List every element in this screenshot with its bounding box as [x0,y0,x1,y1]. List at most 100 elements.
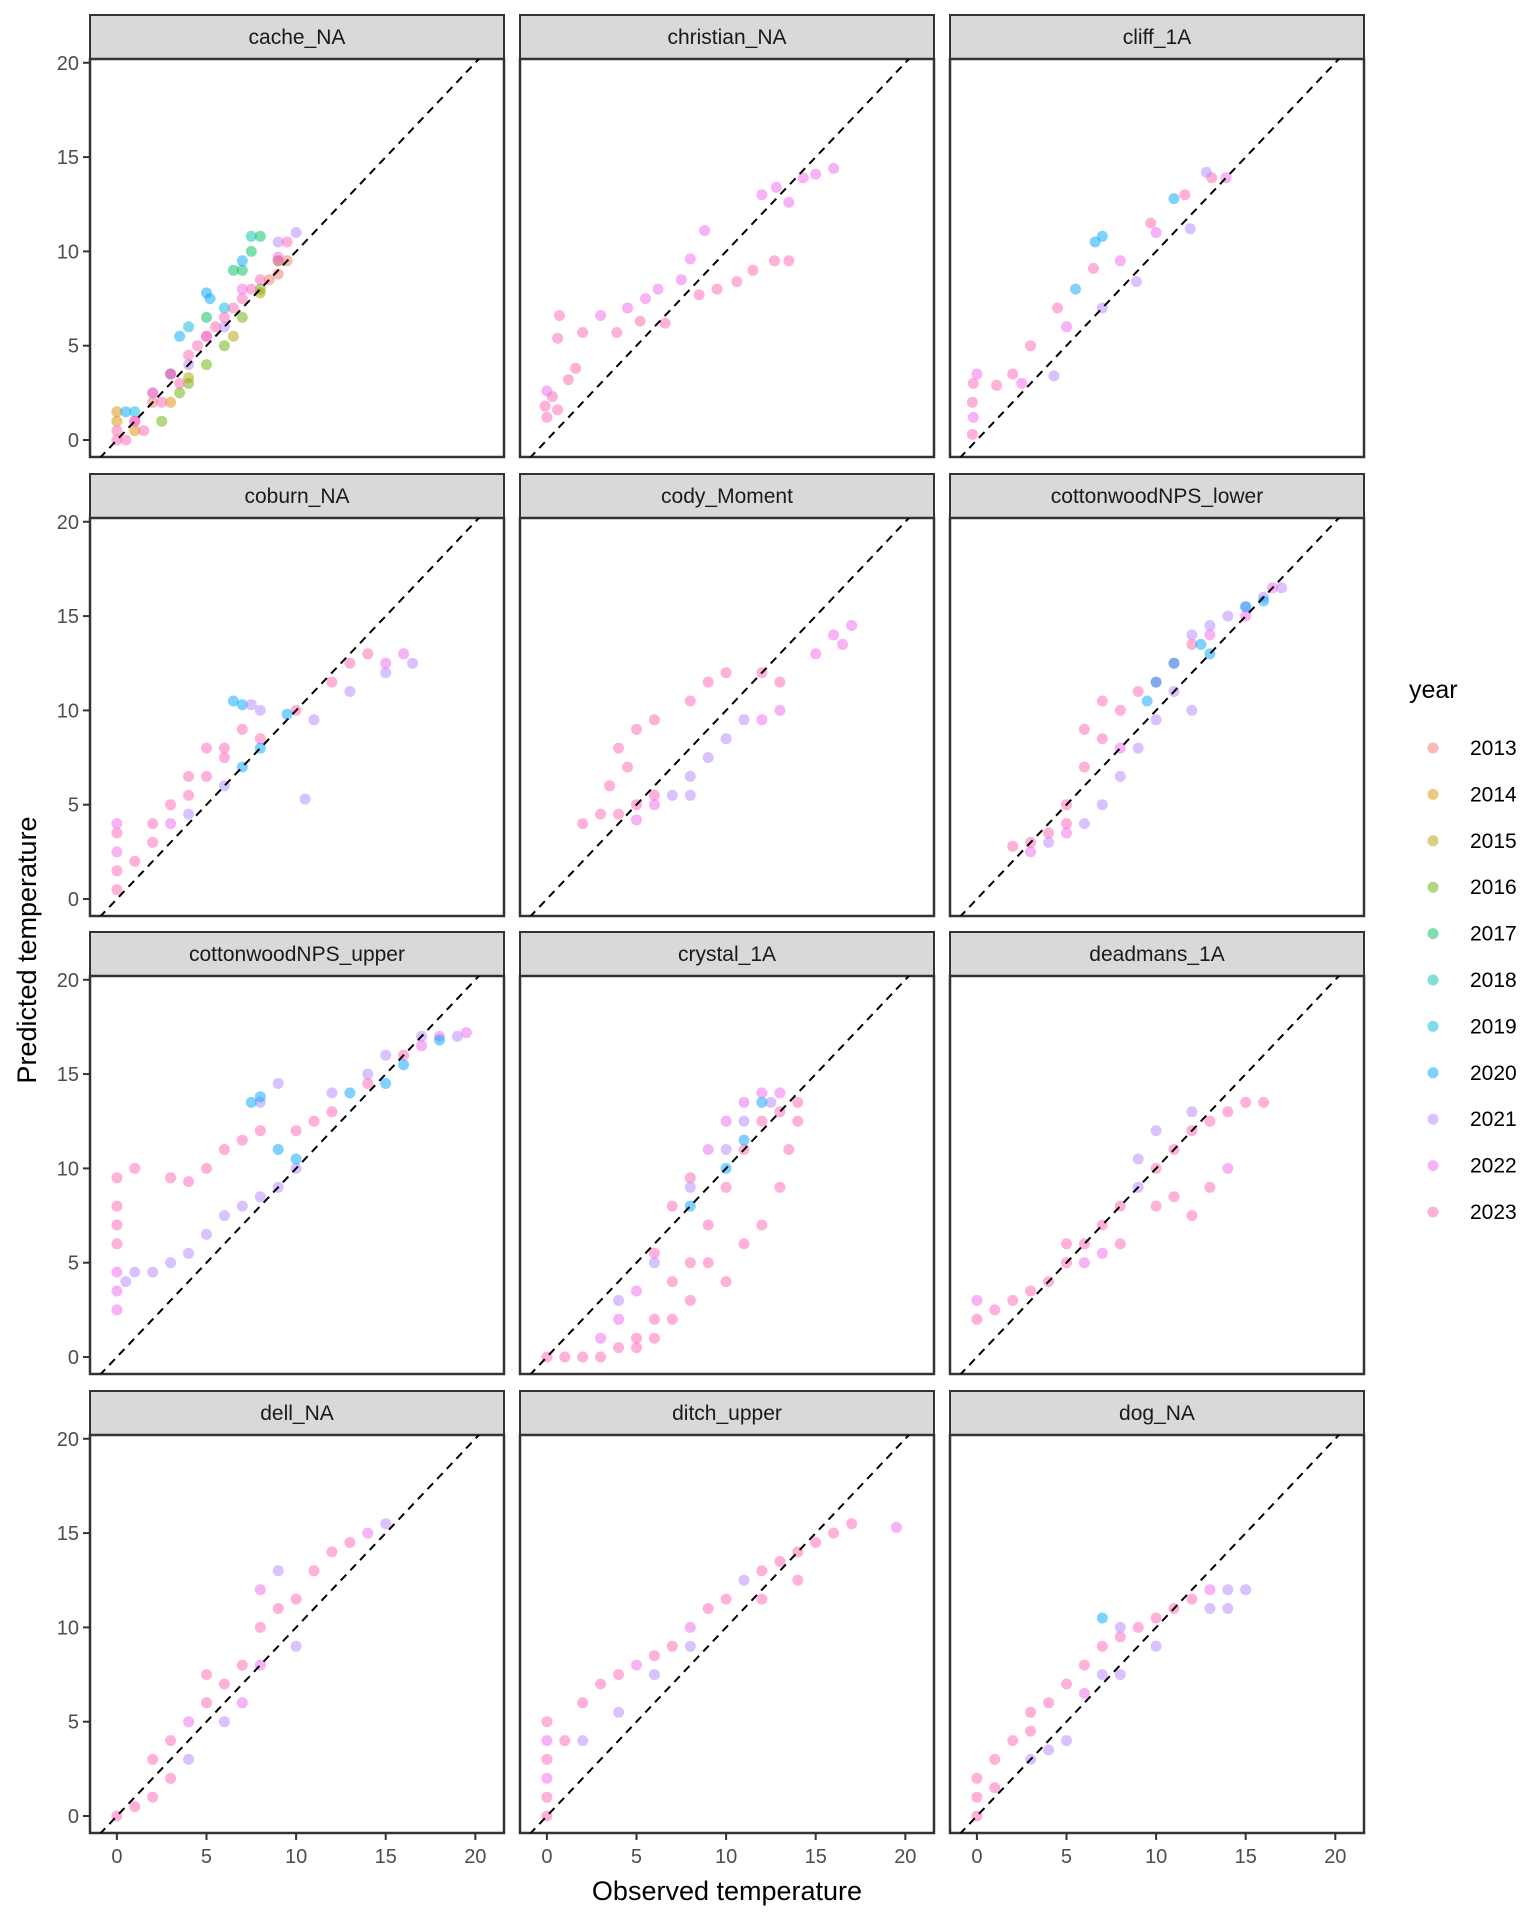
data-point-2022 [846,620,858,631]
data-point-2021 [1132,742,1144,754]
data-point-2023 [666,1313,678,1325]
legend-item-2020: 2020 [1427,1062,1517,1085]
facet-cottonwoodNPS_lower: cottonwoodNPS_lower [948,473,1366,918]
data-point-2023 [666,1200,678,1212]
data-point-2023 [1078,1659,1090,1671]
y-tick-label: 15 [57,1523,79,1545]
data-point-2023 [971,1772,983,1784]
data-point-2023 [828,1527,840,1539]
data-point-2021 [666,789,678,801]
data-point-2022 [631,1285,642,1297]
data-point-2016 [201,359,212,371]
data-point-2022 [362,1527,374,1539]
panel-background [518,516,936,918]
data-point-2022 [1061,321,1072,333]
data-point-2023 [1258,1096,1270,1108]
data-point-2023 [326,1546,338,1558]
data-point-2017 [227,264,239,276]
data-point-2021 [1114,1621,1126,1633]
data-point-2021 [1204,620,1216,631]
data-point-2023 [613,808,625,820]
facet-strip [89,1390,505,1436]
x-tick-label: 10 [715,1846,737,1868]
data-point-2023 [326,1106,338,1118]
data-point-2023 [702,1603,714,1614]
data-point-2022 [1025,846,1037,858]
data-point-2021 [407,657,419,669]
data-point-2023 [769,255,780,267]
data-point-2021 [308,714,320,726]
data-point-2021 [1186,1106,1198,1118]
panel-background [88,516,506,918]
legend-item-2013: 2013 [1427,737,1517,760]
data-point-2023 [756,1115,768,1127]
data-point-2022 [595,1332,607,1344]
data-point-2021 [613,1706,625,1718]
y-tick-label: 10 [57,1617,79,1639]
data-point-2023 [613,742,625,754]
legend-item-2016: 2016 [1427,876,1517,899]
facet-title: cache_NA [249,26,346,49]
data-point-2023 [201,1697,212,1709]
data-point-2021 [720,1144,732,1155]
data-point-2022 [810,648,822,660]
data-point-2022 [837,638,849,650]
data-point-2023 [595,808,607,820]
legend-label: 2013 [1470,737,1517,760]
data-point-2021 [1184,223,1196,235]
data-point-2021 [326,1087,338,1099]
legend-item-2019: 2019 [1427,1015,1517,1038]
facet-strip [949,931,1365,977]
data-point-2023 [783,255,795,267]
data-point-2023 [622,761,633,773]
data-point-2021 [684,1640,696,1652]
data-point-2023 [201,330,212,342]
facet-cody_Moment: cody_Moment [518,473,936,918]
x-tick-label: 15 [1235,1846,1257,1868]
data-point-2020 [1096,230,1108,242]
facet-strip [519,1390,935,1436]
data-point-2018 [245,230,257,242]
data-point-2022 [460,1027,472,1039]
data-point-2023 [326,676,338,688]
data-point-2023 [129,1162,141,1174]
data-point-2023 [1025,1725,1037,1737]
data-point-2023 [648,1650,660,1662]
data-point-2023 [966,428,978,440]
data-point-2020 [1168,193,1180,205]
data-point-2021 [218,1210,230,1222]
data-point-2020 [738,1134,750,1146]
data-point-2019 [218,302,230,314]
data-point-2023 [631,723,642,735]
panel-background [88,57,506,459]
data-point-2021 [684,1181,696,1193]
legend-item-2018: 2018 [1427,969,1517,992]
data-point-2021 [1222,1603,1234,1614]
data-point-2023 [1204,1181,1216,1193]
data-point-2023 [971,1313,983,1325]
data-point-2021 [1114,770,1126,782]
data-point-2021 [1204,1603,1216,1614]
data-point-2014 [129,425,141,437]
facet-christian_NA: christian_NA [518,14,936,459]
y-tick-label: 5 [68,795,79,817]
data-point-2023 [792,1096,804,1108]
data-point-2023 [165,1735,177,1747]
y-tick-label: 10 [57,241,79,263]
data-point-2013 [272,268,284,280]
data-point-2023 [281,236,293,248]
legend-item-2023: 2023 [1427,1201,1517,1224]
data-point-2022 [756,189,768,201]
x-tick-label: 5 [201,1846,212,1868]
data-point-2023 [559,1351,571,1363]
data-point-2016 [236,311,248,323]
facet-title: dell_NA [260,1402,334,1425]
data-point-2021 [1186,704,1198,716]
data-point-2022 [797,172,809,184]
legend-key [1427,788,1439,800]
data-point-2020 [120,406,132,418]
data-point-2020 [1096,1612,1108,1624]
data-point-2023 [254,1621,266,1633]
legend-key [1427,1160,1439,1172]
data-point-2021 [1096,1669,1108,1681]
